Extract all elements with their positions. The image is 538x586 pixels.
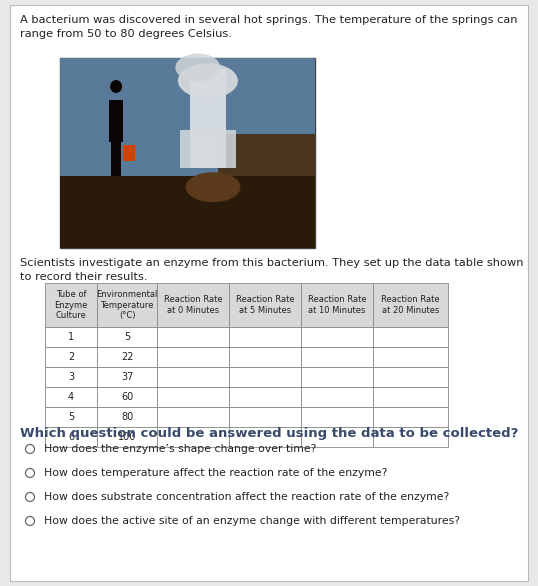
- FancyBboxPatch shape: [229, 283, 301, 327]
- Text: 1: 1: [68, 332, 74, 342]
- FancyBboxPatch shape: [229, 347, 301, 367]
- FancyBboxPatch shape: [97, 427, 157, 447]
- Text: How does substrate concentration affect the reaction rate of the enzyme?: How does substrate concentration affect …: [44, 492, 449, 502]
- FancyBboxPatch shape: [157, 427, 229, 447]
- FancyBboxPatch shape: [97, 283, 157, 327]
- FancyBboxPatch shape: [301, 387, 373, 407]
- Text: 100: 100: [118, 432, 136, 442]
- Text: to record their results.: to record their results.: [20, 272, 147, 282]
- Text: 37: 37: [121, 372, 133, 382]
- Text: 22: 22: [121, 352, 133, 362]
- Text: How does the active site of an enzyme change with different temperatures?: How does the active site of an enzyme ch…: [44, 516, 460, 526]
- FancyBboxPatch shape: [301, 427, 373, 447]
- FancyBboxPatch shape: [60, 58, 315, 176]
- FancyBboxPatch shape: [45, 347, 97, 367]
- FancyBboxPatch shape: [45, 407, 97, 427]
- FancyBboxPatch shape: [373, 407, 448, 427]
- Ellipse shape: [186, 172, 240, 202]
- Text: 3: 3: [68, 372, 74, 382]
- Text: Scientists investigate an enzyme from this bacterium. They set up the data table: Scientists investigate an enzyme from th…: [20, 258, 523, 268]
- FancyBboxPatch shape: [97, 407, 157, 427]
- Text: A bacterium was discovered in several hot springs. The temperature of the spring: A bacterium was discovered in several ho…: [20, 15, 518, 25]
- FancyBboxPatch shape: [97, 367, 157, 387]
- FancyBboxPatch shape: [301, 407, 373, 427]
- Text: 80: 80: [121, 412, 133, 422]
- FancyBboxPatch shape: [301, 283, 373, 327]
- FancyBboxPatch shape: [45, 327, 97, 347]
- Text: Environmental
Temperature
(°C): Environmental Temperature (°C): [96, 290, 158, 320]
- FancyBboxPatch shape: [229, 387, 301, 407]
- FancyBboxPatch shape: [301, 367, 373, 387]
- Text: range from 50 to 80 degrees Celsius.: range from 50 to 80 degrees Celsius.: [20, 29, 232, 39]
- Text: Reaction Rate
at 5 Minutes: Reaction Rate at 5 Minutes: [236, 295, 294, 315]
- FancyBboxPatch shape: [97, 327, 157, 347]
- Text: How does temperature affect the reaction rate of the enzyme?: How does temperature affect the reaction…: [44, 468, 387, 478]
- FancyBboxPatch shape: [45, 283, 97, 327]
- Text: Reaction Rate
at 10 Minutes: Reaction Rate at 10 Minutes: [308, 295, 366, 315]
- Text: 60: 60: [121, 392, 133, 402]
- FancyBboxPatch shape: [10, 5, 528, 581]
- FancyBboxPatch shape: [97, 387, 157, 407]
- FancyBboxPatch shape: [45, 387, 97, 407]
- FancyBboxPatch shape: [157, 407, 229, 427]
- FancyBboxPatch shape: [157, 387, 229, 407]
- FancyBboxPatch shape: [157, 283, 229, 327]
- FancyBboxPatch shape: [218, 134, 315, 200]
- Text: 6: 6: [68, 432, 74, 442]
- Text: Reaction Rate
at 0 Minutes: Reaction Rate at 0 Minutes: [164, 295, 222, 315]
- FancyBboxPatch shape: [60, 58, 315, 248]
- Text: 5: 5: [124, 332, 130, 342]
- Text: 4: 4: [68, 392, 74, 402]
- FancyBboxPatch shape: [373, 427, 448, 447]
- FancyBboxPatch shape: [229, 367, 301, 387]
- FancyBboxPatch shape: [123, 145, 135, 161]
- FancyBboxPatch shape: [229, 407, 301, 427]
- FancyBboxPatch shape: [157, 327, 229, 347]
- FancyBboxPatch shape: [373, 367, 448, 387]
- FancyBboxPatch shape: [229, 427, 301, 447]
- FancyBboxPatch shape: [373, 387, 448, 407]
- FancyBboxPatch shape: [97, 347, 157, 367]
- FancyBboxPatch shape: [180, 130, 236, 168]
- Ellipse shape: [178, 63, 238, 98]
- Text: Tube of
Enzyme
Culture: Tube of Enzyme Culture: [54, 290, 88, 320]
- FancyBboxPatch shape: [373, 347, 448, 367]
- FancyBboxPatch shape: [373, 283, 448, 327]
- FancyBboxPatch shape: [229, 327, 301, 347]
- Text: 2: 2: [68, 352, 74, 362]
- FancyBboxPatch shape: [301, 347, 373, 367]
- Text: 5: 5: [68, 412, 74, 422]
- FancyBboxPatch shape: [190, 69, 226, 168]
- FancyBboxPatch shape: [45, 427, 97, 447]
- Text: Reaction Rate
at 20 Minutes: Reaction Rate at 20 Minutes: [381, 295, 440, 315]
- FancyBboxPatch shape: [60, 176, 315, 248]
- FancyBboxPatch shape: [45, 367, 97, 387]
- FancyBboxPatch shape: [373, 327, 448, 347]
- Ellipse shape: [110, 80, 122, 93]
- FancyBboxPatch shape: [301, 327, 373, 347]
- Text: How does the enzyme’s shape change over time?: How does the enzyme’s shape change over …: [44, 444, 316, 454]
- FancyBboxPatch shape: [111, 142, 121, 176]
- FancyBboxPatch shape: [109, 100, 123, 142]
- FancyBboxPatch shape: [157, 367, 229, 387]
- Ellipse shape: [175, 53, 221, 81]
- Text: Which question could be answered using the data to be collected?: Which question could be answered using t…: [20, 427, 519, 440]
- FancyBboxPatch shape: [157, 347, 229, 367]
